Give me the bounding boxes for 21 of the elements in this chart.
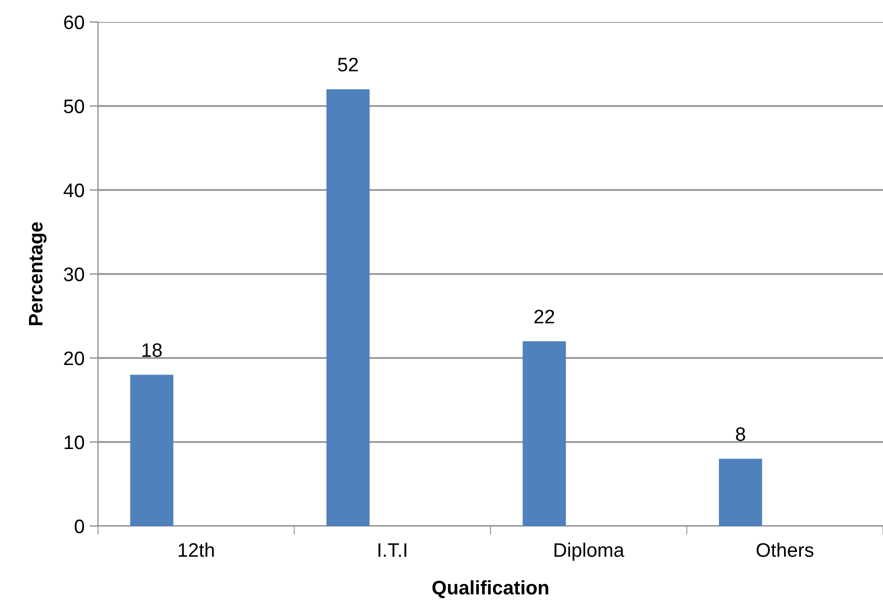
- data-label: 22: [534, 310, 554, 324]
- data-label: 18: [142, 343, 162, 358]
- x-tick-label: 12th: [178, 542, 214, 557]
- bar: [326, 89, 370, 526]
- bar: [522, 341, 566, 526]
- x-axis-title: Qualification: [432, 580, 548, 598]
- y-tick-label: 0: [74, 519, 84, 534]
- x-tick-label: Diploma: [554, 542, 624, 561]
- bar: [718, 458, 762, 526]
- y-tick-label: 10: [64, 435, 84, 450]
- x-tick-label: Others: [756, 542, 814, 557]
- bar: [130, 374, 174, 526]
- x-tick-label: I.T.I: [378, 543, 406, 557]
- data-label: 8: [736, 427, 746, 442]
- y-axis-title: Percentage: [29, 222, 47, 326]
- y-tick-label: 60: [64, 15, 84, 30]
- data-label: 52: [338, 58, 358, 72]
- y-tick-label: 30: [64, 267, 84, 282]
- y-tick-label: 50: [64, 99, 84, 114]
- y-tick-label: 20: [64, 351, 84, 366]
- y-tick-label: 40: [64, 183, 84, 198]
